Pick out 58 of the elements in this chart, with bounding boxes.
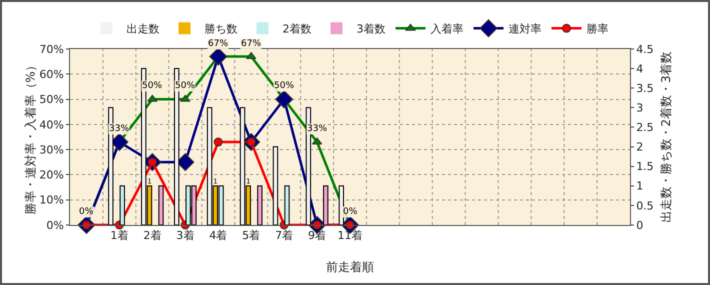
y2-tick-label: 0.5 bbox=[636, 199, 654, 212]
point bbox=[275, 90, 294, 108]
y2-tick-label: 1 bbox=[636, 180, 644, 193]
y-axis-title: 勝率・連対率・入着率（%） bbox=[23, 59, 38, 215]
legend-label: 勝ち数 bbox=[204, 22, 238, 36]
y-tick-label: 10% bbox=[39, 194, 64, 207]
bar bbox=[120, 185, 125, 225]
point bbox=[246, 52, 256, 60]
bar bbox=[257, 185, 262, 225]
x-tick-label: 3着 bbox=[176, 229, 194, 242]
y2-axis-title: 出走数・勝ち数・2着数・3着数 bbox=[659, 51, 673, 223]
data-label: 50% bbox=[274, 81, 294, 91]
bar bbox=[272, 146, 278, 225]
y2-tick-label: 2.5 bbox=[636, 121, 654, 134]
legend-label: 3着数 bbox=[356, 22, 386, 36]
legend-label: 入着率 bbox=[430, 22, 464, 36]
y2-tick-label: 4 bbox=[636, 62, 644, 76]
bar bbox=[338, 185, 344, 225]
bar bbox=[284, 185, 290, 225]
y2-tick-label: 0 bbox=[636, 218, 644, 232]
x-tick-label: 2着 bbox=[143, 229, 162, 242]
x-tick-label: 4着 bbox=[209, 229, 228, 242]
y-tick-label: 40% bbox=[39, 118, 64, 132]
data-label: 67% bbox=[208, 39, 228, 49]
y-tick-label: 0% bbox=[46, 218, 64, 232]
data-label: 67% bbox=[241, 39, 262, 49]
data-label: 33% bbox=[109, 124, 130, 134]
y-tick-label: 20% bbox=[39, 168, 64, 182]
y2-tick-label: 2 bbox=[636, 140, 644, 154]
x-axis-title: 前走着順 bbox=[326, 260, 374, 274]
bar bbox=[158, 185, 164, 225]
y2-tick-label: 3 bbox=[636, 102, 644, 115]
legend-label: 連対率 bbox=[508, 22, 542, 36]
legend-label: 勝率 bbox=[586, 22, 608, 36]
point bbox=[209, 48, 228, 66]
data-label: 0% bbox=[79, 207, 94, 217]
x-tick-label: 5着 bbox=[242, 229, 260, 242]
legend-label: 2着数 bbox=[282, 22, 312, 36]
y-tick-label: 70% bbox=[39, 42, 64, 56]
point bbox=[180, 94, 190, 102]
y2-tick-label: 1.5 bbox=[636, 160, 654, 174]
legend-label: 出走数 bbox=[126, 22, 160, 36]
bar bbox=[323, 185, 328, 225]
y2-tick-label: 4.5 bbox=[636, 42, 654, 56]
data-label: 33% bbox=[307, 124, 328, 134]
y-tick-label: 30% bbox=[39, 143, 64, 156]
data-label: 50% bbox=[175, 81, 196, 91]
point bbox=[147, 94, 158, 102]
x-tick-label: 9着 bbox=[308, 229, 326, 242]
y-tick-label: 60% bbox=[39, 68, 64, 81]
x-tick-label: 1着 bbox=[110, 229, 128, 242]
y2-tick-label: 3.5 bbox=[636, 82, 654, 95]
data-label: 50% bbox=[142, 81, 162, 91]
data-label: 0% bbox=[343, 207, 358, 217]
y-tick-label: 50% bbox=[39, 93, 64, 106]
point bbox=[214, 138, 223, 147]
x-tick-label: 11着 bbox=[338, 229, 362, 242]
x-tick-label: 7着 bbox=[275, 229, 294, 242]
